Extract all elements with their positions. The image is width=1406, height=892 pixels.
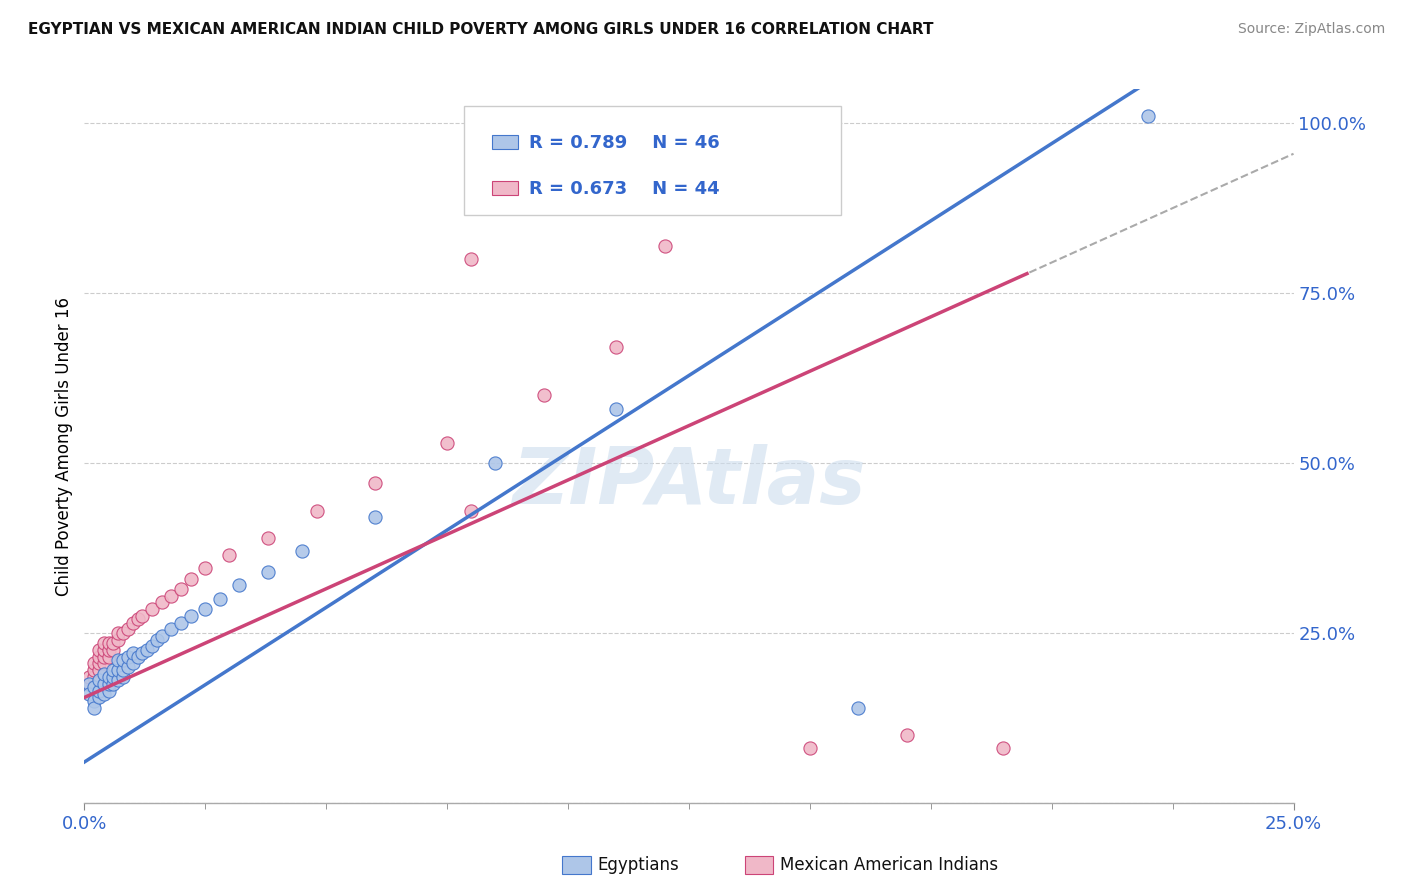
Point xyxy=(136,643,159,657)
Point xyxy=(117,660,139,674)
Point xyxy=(1137,109,1160,123)
Point xyxy=(218,548,240,562)
Point xyxy=(117,623,139,637)
Point xyxy=(121,657,143,671)
Point xyxy=(150,595,173,609)
Point xyxy=(117,649,139,664)
Point xyxy=(180,608,202,623)
Point xyxy=(127,612,149,626)
Point xyxy=(83,680,105,694)
Point xyxy=(112,670,135,684)
Point xyxy=(87,657,110,671)
Point xyxy=(141,602,163,616)
Point xyxy=(146,632,169,647)
Point xyxy=(257,565,280,579)
Point xyxy=(112,653,135,667)
Point xyxy=(77,677,100,691)
Point xyxy=(107,663,129,677)
Point xyxy=(305,503,328,517)
Point xyxy=(93,657,115,671)
Point xyxy=(180,572,202,586)
Text: EGYPTIAN VS MEXICAN AMERICAN INDIAN CHILD POVERTY AMONG GIRLS UNDER 16 CORRELATI: EGYPTIAN VS MEXICAN AMERICAN INDIAN CHIL… xyxy=(28,22,934,37)
Point xyxy=(896,728,918,742)
Point xyxy=(83,694,105,708)
Point xyxy=(460,503,482,517)
Point xyxy=(87,649,110,664)
Point xyxy=(107,626,129,640)
Point xyxy=(112,663,135,677)
Point xyxy=(194,561,217,575)
Point xyxy=(533,388,555,402)
Point xyxy=(228,578,250,592)
Text: Egyptians: Egyptians xyxy=(598,856,679,874)
Point xyxy=(257,531,280,545)
Point xyxy=(83,663,105,677)
Point xyxy=(993,741,1015,756)
Point xyxy=(97,683,120,698)
Point xyxy=(208,591,231,606)
Point xyxy=(97,643,120,657)
Point xyxy=(160,589,183,603)
Point xyxy=(170,582,193,596)
Point xyxy=(93,677,115,691)
Text: R = 0.673    N = 44: R = 0.673 N = 44 xyxy=(529,179,720,197)
Point xyxy=(121,646,143,660)
Point xyxy=(87,690,110,705)
Point xyxy=(93,687,115,701)
Point xyxy=(83,700,105,714)
Point xyxy=(77,670,100,684)
Point xyxy=(103,636,125,650)
Point xyxy=(107,632,129,647)
Point xyxy=(103,663,125,677)
Point xyxy=(363,510,385,524)
Point xyxy=(107,653,129,667)
Point xyxy=(93,649,115,664)
Point xyxy=(194,602,217,616)
Point xyxy=(112,626,135,640)
Point xyxy=(363,476,385,491)
Point xyxy=(484,456,506,470)
Point xyxy=(150,629,173,643)
Point xyxy=(127,649,149,664)
Y-axis label: Child Poverty Among Girls Under 16: Child Poverty Among Girls Under 16 xyxy=(55,296,73,596)
Point xyxy=(87,673,110,688)
Point xyxy=(97,636,120,650)
Point xyxy=(103,670,125,684)
Point xyxy=(93,643,115,657)
Point xyxy=(170,615,193,630)
Point xyxy=(605,401,627,416)
Point xyxy=(77,677,100,691)
Point xyxy=(121,615,143,630)
Text: Mexican American Indians: Mexican American Indians xyxy=(780,856,998,874)
Point xyxy=(131,608,153,623)
Point xyxy=(87,663,110,677)
Point xyxy=(291,544,314,558)
Point xyxy=(97,670,120,684)
Point xyxy=(436,435,458,450)
Text: Source: ZipAtlas.com: Source: ZipAtlas.com xyxy=(1237,22,1385,37)
Point xyxy=(160,623,183,637)
Point xyxy=(799,741,821,756)
Point xyxy=(97,677,120,691)
Point xyxy=(141,640,163,654)
Point xyxy=(83,657,105,671)
Point xyxy=(103,677,125,691)
Point xyxy=(87,643,110,657)
Point xyxy=(93,636,115,650)
Text: R = 0.789    N = 46: R = 0.789 N = 46 xyxy=(529,134,720,152)
Point xyxy=(460,252,482,266)
Point xyxy=(77,687,100,701)
Point xyxy=(83,670,105,684)
Point xyxy=(87,683,110,698)
Point xyxy=(131,646,153,660)
Point xyxy=(107,673,129,688)
Text: ZIPAtlas: ZIPAtlas xyxy=(512,443,866,520)
Point xyxy=(97,649,120,664)
Point xyxy=(605,341,627,355)
Point xyxy=(654,238,676,252)
Point xyxy=(103,643,125,657)
Point xyxy=(93,666,115,681)
Point xyxy=(846,700,869,714)
